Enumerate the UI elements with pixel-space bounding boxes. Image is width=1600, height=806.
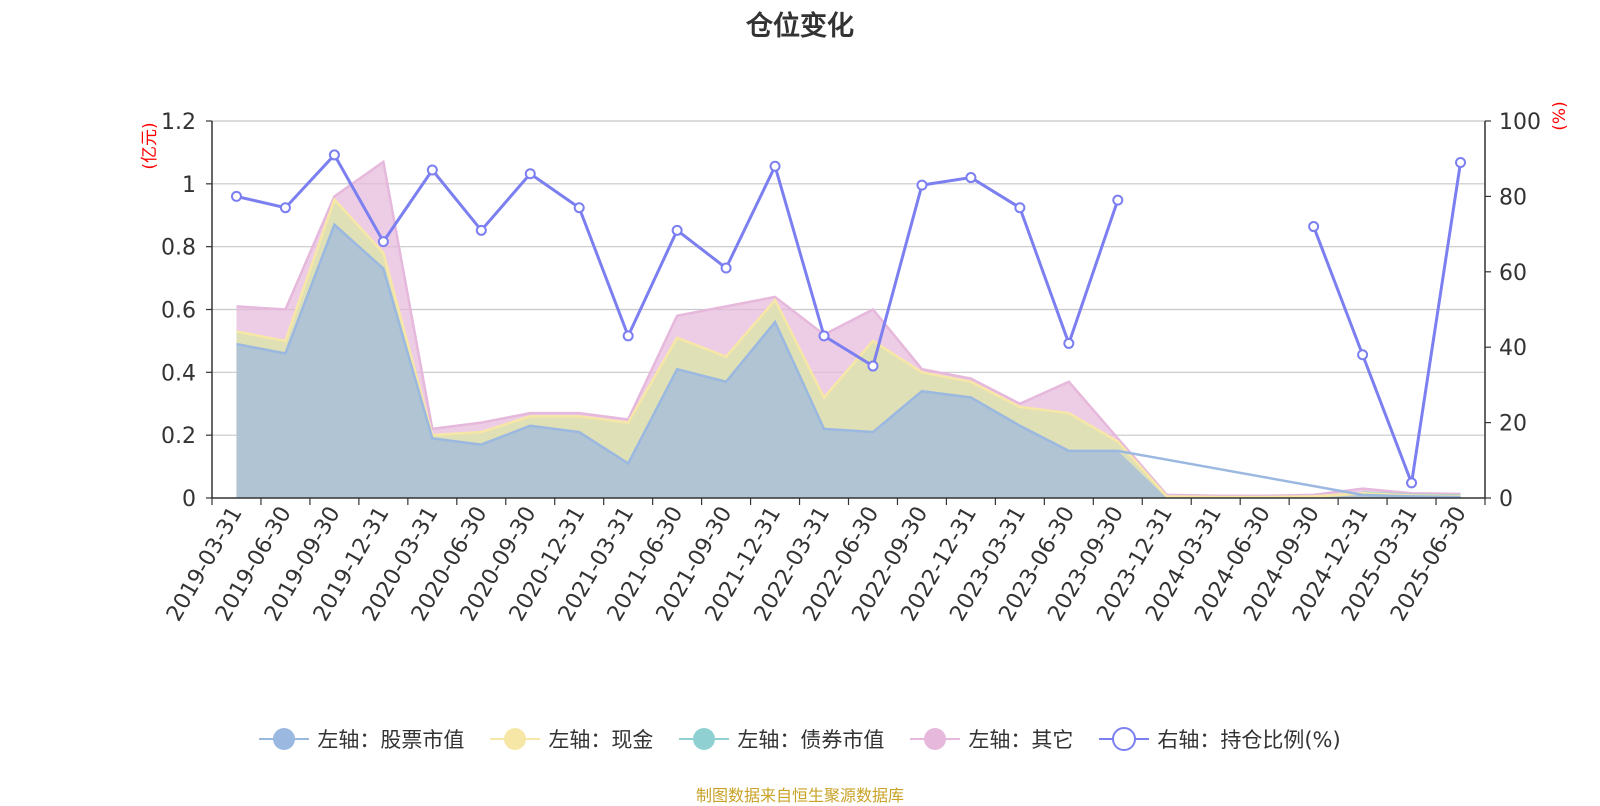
legend-label: 左轴：债券市值	[737, 728, 885, 752]
ratio-point	[573, 202, 585, 214]
left-axis-unit-label: (亿元)	[140, 122, 160, 169]
right-axis-tick-label: 0	[1499, 487, 1513, 512]
area-stock-value-line	[236, 222, 1461, 499]
legend-label: 左轴：其它	[968, 728, 1074, 752]
ratio-point	[916, 179, 928, 191]
area-cash-line	[236, 197, 1461, 499]
legend-swatch-icon	[679, 728, 730, 750]
ratio-point	[1112, 194, 1124, 206]
right-axis-tick-label: 40	[1499, 336, 1527, 361]
legend-swatch-icon	[490, 728, 541, 750]
legend-swatch-icon	[910, 728, 961, 750]
left-axis-tick-label: 0	[182, 487, 196, 512]
legend-label: 左轴：股票市值	[317, 728, 465, 752]
chart-title: 仓位变化	[746, 11, 854, 42]
ratio-point	[377, 236, 389, 248]
left-axis-tick-label: 0.6	[161, 299, 196, 324]
ratio-point	[1357, 349, 1369, 361]
right-axis-tick-label: 60	[1499, 261, 1527, 286]
ratio-point	[279, 202, 291, 214]
ratio-point	[1063, 337, 1075, 349]
ratio-point	[1406, 477, 1418, 489]
ratio-point	[328, 149, 340, 161]
legend-label: 左轴：现金	[548, 728, 654, 752]
legend-position-ratio[interactable]: 右轴：持仓比例(%)	[1099, 724, 1341, 754]
left-axis-tick-label: 1	[182, 173, 196, 198]
legend-stock-value[interactable]: 左轴：股票市值	[259, 724, 464, 754]
left-axis-tick-label: 0.4	[161, 361, 196, 386]
ratio-point	[524, 168, 536, 180]
left-axis-tick-label: 0.8	[161, 236, 196, 261]
ratio-point	[475, 224, 487, 236]
legend-other[interactable]: 左轴：其它	[910, 724, 1073, 754]
right-axis-tick-label: 80	[1499, 185, 1527, 210]
legend-cash[interactable]: 左轴：现金	[490, 724, 653, 754]
ratio-point	[426, 164, 438, 176]
ratio-point	[965, 172, 977, 184]
left-axis-tick-label: 0.2	[161, 424, 196, 449]
legend-bond-value[interactable]: 左轴：债券市值	[679, 724, 884, 754]
ratio-point	[720, 262, 732, 274]
ratio-point	[818, 330, 830, 342]
ratio-point	[1014, 202, 1026, 214]
ratio-line	[1312, 162, 1463, 489]
ratio-point	[1455, 156, 1467, 168]
legend-swatch-icon	[1099, 727, 1150, 751]
area-stock-value	[236, 224, 1461, 499]
ratio-point	[671, 224, 683, 236]
ratio-point	[769, 160, 781, 172]
ratio-point	[867, 360, 879, 372]
ratio-point	[1308, 221, 1320, 233]
legend-swatch-icon	[259, 728, 310, 750]
ratio-point	[622, 330, 634, 342]
left-axis-tick-label: 1.2	[161, 110, 196, 135]
right-axis-tick-label: 100	[1499, 110, 1541, 135]
ratio-point	[230, 190, 242, 202]
source-note: 制图数据来自恒生聚源数据库	[695, 786, 904, 805]
area-cash	[236, 199, 1461, 498]
legend-label: 右轴：持仓比例(%)	[1157, 728, 1341, 752]
right-axis-tick-label: 20	[1499, 412, 1527, 437]
right-axis-unit-label: (%)	[1550, 101, 1570, 130]
area-other-line	[236, 159, 1461, 498]
chart-legend: 左轴：股票市值 左轴：现金 左轴：债券市值 左轴：其它 右轴：持仓比例(%)	[0, 724, 1600, 754]
